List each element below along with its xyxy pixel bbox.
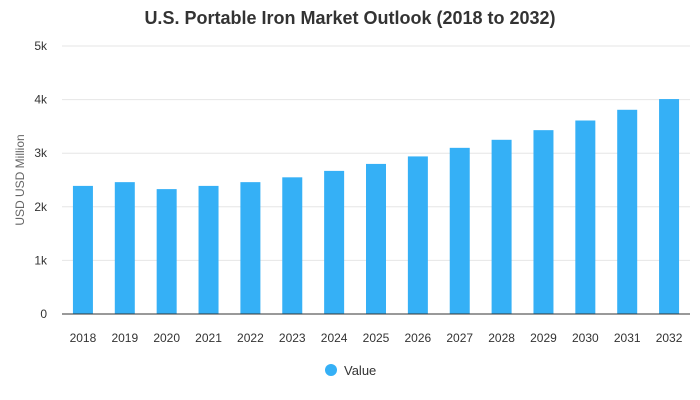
x-tick-label: 2029: [530, 331, 557, 345]
y-tick-label: 0: [40, 307, 47, 321]
chart-title: U.S. Portable Iron Market Outlook (2018 …: [144, 8, 555, 28]
x-tick-label: 2022: [237, 331, 264, 345]
bar-2018[interactable]: [72, 185, 93, 314]
x-tick-label: 2021: [195, 331, 222, 345]
y-tick-label: 5k: [34, 39, 48, 53]
x-tick-label: 2030: [572, 331, 599, 345]
x-tick-label: 2023: [279, 331, 306, 345]
bar-2021[interactable]: [198, 185, 219, 314]
x-tick-label: 2032: [656, 331, 683, 345]
x-tick-label: 2019: [111, 331, 138, 345]
legend-label-value: Value: [344, 363, 376, 378]
x-tick-label: 2025: [363, 331, 390, 345]
y-tick-label: 3k: [34, 146, 48, 160]
bar-2031[interactable]: [617, 109, 638, 314]
bar-2020[interactable]: [156, 189, 177, 314]
bar-2019[interactable]: [114, 182, 135, 314]
bar-2022[interactable]: [240, 182, 261, 314]
bar-2025[interactable]: [366, 163, 386, 314]
y-tick-label: 1k: [34, 253, 48, 267]
x-tick-label: 2027: [446, 331, 473, 345]
y-axis-title: USD USD Million: [13, 134, 27, 225]
x-tick-label: 2024: [321, 331, 348, 345]
x-tick-label: 2026: [405, 331, 432, 345]
x-tick-label: 2018: [70, 331, 97, 345]
y-axis-ticks: 0 1k 2k 3k 4k 5k: [34, 39, 48, 321]
bar-2026[interactable]: [407, 156, 428, 314]
bar-2024[interactable]: [324, 170, 345, 314]
bar-2029[interactable]: [533, 130, 554, 314]
bar-2032[interactable]: [659, 99, 680, 315]
x-tick-label: 2020: [153, 331, 180, 345]
y-tick-label: 2k: [34, 200, 48, 214]
legend[interactable]: Value: [325, 363, 376, 378]
bar-2030[interactable]: [575, 120, 596, 314]
y-tick-label: 4k: [34, 93, 48, 107]
bar-2028[interactable]: [491, 139, 512, 314]
bar-2023[interactable]: [282, 177, 303, 314]
bars: [72, 99, 680, 315]
x-tick-label: 2031: [614, 331, 641, 345]
legend-swatch: [325, 364, 337, 376]
x-axis-ticks: 2018 2019 2020 2021 2022 2023 2024 2025 2026 2027…: [70, 331, 683, 345]
bar-2027[interactable]: [449, 147, 470, 314]
x-tick-label: 2028: [488, 331, 515, 345]
